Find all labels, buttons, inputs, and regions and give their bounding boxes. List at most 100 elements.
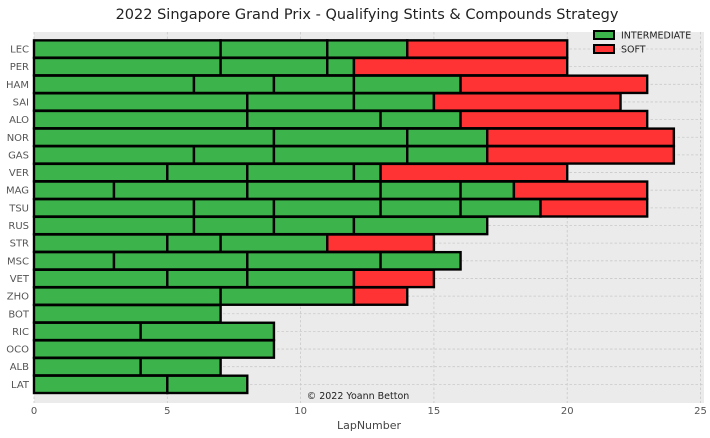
bar-segment-per-1	[32, 56, 222, 77]
y-tick-label: LEC	[10, 45, 29, 56]
bar-segment-alo-2	[246, 109, 382, 130]
x-tick-label: 5	[164, 406, 170, 417]
bar-segment-zho-1	[32, 286, 222, 306]
bar-segment-lec-2	[219, 39, 329, 59]
bar-segment-rus-4	[352, 215, 489, 236]
bar-segment-mag-1	[32, 180, 116, 201]
bar-segment-ver-2	[166, 162, 249, 183]
y-tick-label: VER	[9, 168, 29, 179]
bar-segment-lat-2	[166, 374, 249, 395]
legend: INTERMEDIATE SOFT	[593, 30, 691, 56]
bar-segment-nor-4	[486, 127, 676, 148]
y-tick-label: OCO	[6, 345, 29, 356]
bar-segment-zho-3	[352, 286, 409, 306]
legend-label-intermediate: INTERMEDIATE	[621, 31, 691, 42]
y-tick-label: ZHO	[7, 292, 29, 303]
bar-segment-zho-2	[219, 286, 356, 306]
bar-segment-gas-1	[32, 145, 196, 165]
x-tick-label: 20	[561, 406, 574, 417]
bar-segment-ver-1	[32, 162, 169, 183]
bar-segment-alo-3	[379, 109, 462, 130]
bar-segment-ham-2	[192, 74, 276, 95]
bar-segment-per-2	[219, 56, 329, 77]
bar-segment-lec-3	[326, 39, 409, 59]
bar-segment-mag-5	[459, 180, 516, 201]
y-tick-label: MSC	[7, 256, 29, 267]
y-tick-label: STR	[10, 239, 29, 250]
bar-segment-msc-4	[379, 250, 462, 271]
bar-segment-msc-1	[32, 250, 116, 271]
y-tick-labels: LEC PER HAM SAI ALO NOR GAS VER MAG TSU RUS STR MSC V…	[6, 45, 30, 391]
y-tick-label: TSU	[8, 203, 29, 214]
bar-segment-mag-3	[246, 180, 382, 201]
bar-segment-lec-4	[406, 39, 569, 59]
bar-segment-oco-1	[32, 339, 276, 359]
bar-segment-ham-5	[459, 74, 649, 95]
bar-segment-sai-4	[432, 92, 622, 112]
y-tick-label: RIC	[12, 327, 29, 338]
x-tick-label: 15	[428, 406, 441, 417]
copyright-annotation: © 2022 Yoann Betton	[307, 391, 410, 402]
bars	[32, 39, 676, 395]
bar-segment-alo-1	[32, 109, 249, 130]
bar-segment-mag-2	[112, 180, 249, 201]
bar-segment-ver-3	[246, 162, 356, 183]
bar-segment-rus-3	[272, 215, 356, 236]
bar-segment-tsu-3	[272, 198, 382, 218]
bar-segment-str-2	[166, 233, 222, 253]
bar-segment-sai-1	[32, 92, 249, 112]
y-tick-label: HAM	[6, 80, 29, 91]
y-tick-label: RUS	[8, 221, 29, 232]
bar-segment-msc-3	[246, 250, 382, 271]
bar-segment-tsu-2	[192, 198, 276, 218]
x-axis-title: LapNumber	[337, 419, 402, 432]
bar-segment-tsu-6	[539, 198, 649, 218]
bar-segment-vet-3	[246, 268, 356, 289]
bar-segment-rus-2	[192, 215, 276, 236]
bar-segment-msc-2	[112, 250, 249, 271]
legend-swatch-intermediate	[593, 30, 615, 40]
bar-segment-per-3	[326, 56, 356, 77]
bar-segment-alb-2	[139, 356, 222, 377]
legend-swatch-soft	[593, 44, 615, 54]
bar-segment-vet-1	[32, 268, 169, 289]
bar-segment-ver-4	[352, 162, 382, 183]
bar-segment-ham-3	[272, 74, 356, 95]
bar-segment-ric-2	[139, 321, 276, 342]
y-tick-label: ALB	[10, 362, 29, 373]
bar-segment-mag-4	[379, 180, 462, 201]
y-tick-label: SAI	[13, 97, 29, 108]
y-tick-label: MAG	[6, 186, 29, 197]
x-tick-label: 10	[294, 406, 307, 417]
x-tick-label: 0	[31, 406, 37, 417]
bar-segment-mag-6	[512, 180, 649, 201]
bar-segment-gas-3	[272, 145, 409, 165]
bar-segment-str-4	[326, 233, 436, 253]
bar-segment-str-1	[32, 233, 169, 253]
bar-segment-vet-2	[166, 268, 249, 289]
bar-segment-gas-2	[192, 145, 276, 165]
x-tick-label: 25	[694, 406, 707, 417]
y-tick-label: LAT	[11, 380, 30, 391]
bar-segment-ham-1	[32, 74, 196, 95]
bar-segment-bot-1	[32, 303, 222, 324]
bar-segment-nor-1	[32, 127, 276, 148]
bar-segment-gas-5	[486, 145, 676, 165]
bar-segment-alo-4	[459, 109, 649, 130]
bar-segment-tsu-4	[379, 198, 462, 218]
y-tick-label: GAS	[8, 150, 29, 161]
y-tick-label: VET	[10, 274, 30, 285]
bar-segment-sai-2	[246, 92, 356, 112]
bar-segment-lec-1	[32, 39, 222, 59]
bar-segment-lat-1	[32, 374, 169, 395]
bar-segment-ric-1	[32, 321, 142, 342]
bar-segment-nor-2	[272, 127, 409, 148]
bar-segment-rus-1	[32, 215, 196, 236]
bar-segment-sai-3	[352, 92, 436, 112]
bar-segment-vet-4	[352, 268, 436, 289]
bar-segment-ver-5	[379, 162, 569, 183]
legend-label-soft: SOFT	[621, 45, 646, 56]
bar-segment-tsu-1	[32, 198, 196, 218]
bar-segment-nor-3	[406, 127, 489, 148]
y-tick-label: PER	[10, 62, 29, 73]
